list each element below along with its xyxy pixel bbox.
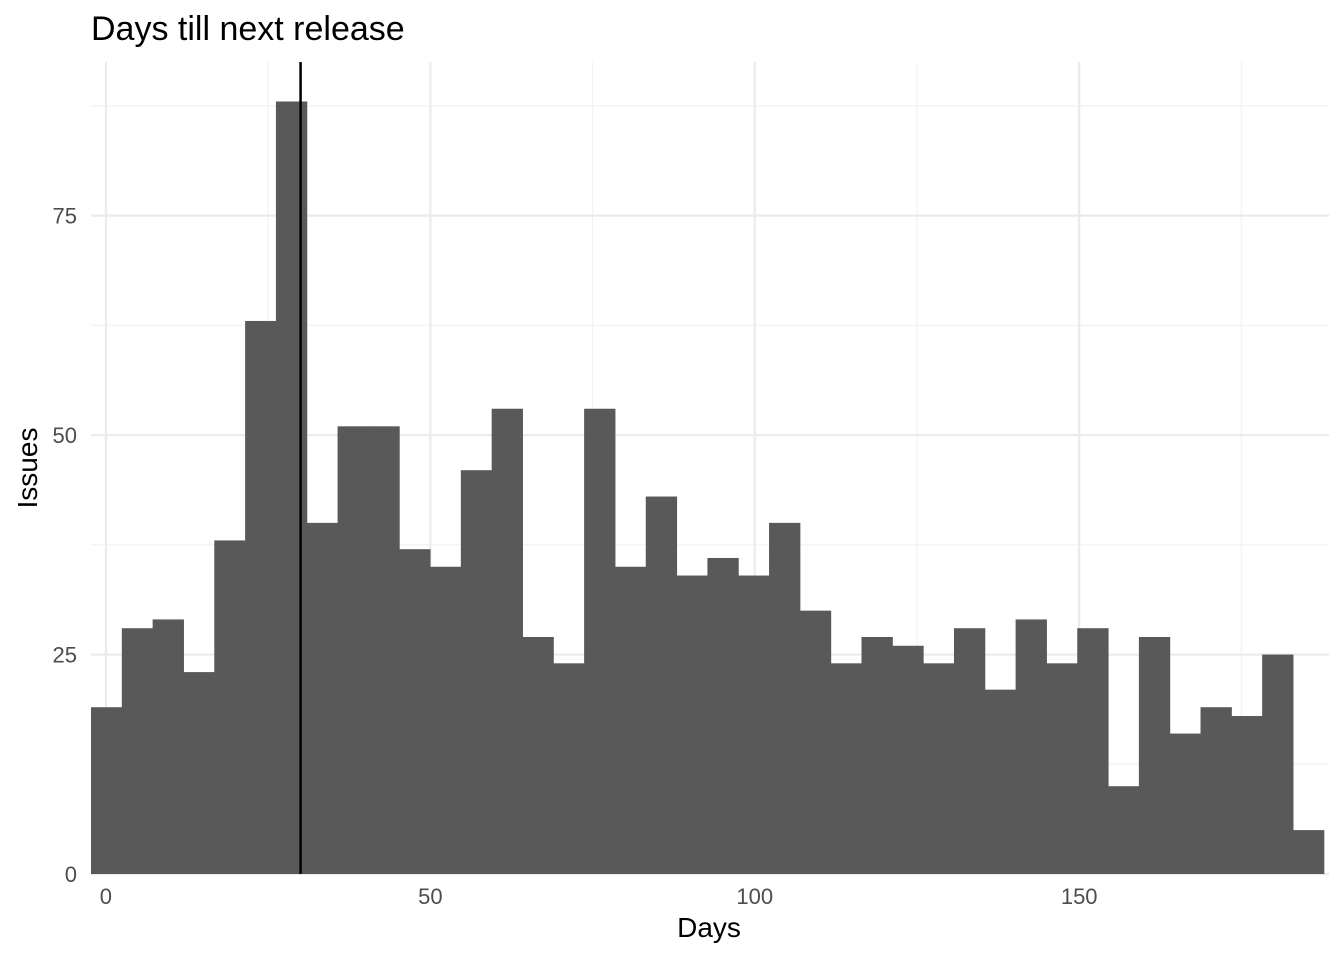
- histogram-bar: [152, 619, 184, 874]
- x-tick-label: 100: [736, 884, 773, 909]
- histogram-bar: [275, 101, 308, 875]
- y-tick-label: 0: [65, 862, 77, 887]
- histogram-bar: [1077, 628, 1109, 874]
- histogram-bar: [584, 408, 616, 874]
- histogram-bar: [984, 689, 1017, 874]
- histogram-bar: [121, 628, 154, 874]
- histogram-bar: [1262, 654, 1294, 874]
- histogram-bar: [1015, 619, 1047, 874]
- histogram-bar: [460, 470, 493, 874]
- histogram-bar: [676, 575, 708, 874]
- y-axis-label: Issues: [12, 428, 43, 509]
- histogram-bar: [861, 636, 893, 874]
- histogram-bar: [1200, 707, 1232, 874]
- histogram-bar: [399, 549, 431, 874]
- histogram-bar: [245, 320, 277, 874]
- histogram-bar: [830, 663, 863, 874]
- histogram-bar: [645, 496, 678, 874]
- y-tick-label: 50: [53, 423, 77, 448]
- chart-title: Days till next release: [91, 10, 405, 48]
- histogram-bar: [1292, 830, 1325, 874]
- histogram-bar: [1231, 715, 1263, 874]
- histogram-bar: [614, 566, 647, 874]
- histogram-bar: [923, 663, 955, 874]
- histogram-bar: [368, 426, 400, 874]
- histogram-bar: [183, 672, 215, 874]
- x-tick-label: 150: [1061, 884, 1098, 909]
- histogram-bar: [738, 575, 770, 874]
- histogram-bar: [769, 522, 801, 874]
- x-axis-label: Days: [677, 912, 741, 943]
- y-tick-labels: 0 25 50 75: [53, 204, 77, 887]
- histogram-bar: [214, 540, 246, 874]
- histogram-bar: [892, 645, 924, 874]
- x-tick-label: 50: [418, 884, 442, 909]
- x-tick-label: 0: [100, 884, 112, 909]
- histogram-bar: [1046, 663, 1078, 874]
- histogram-bar: [1108, 786, 1140, 874]
- x-tick-labels: 0 50 100 150: [100, 884, 1098, 909]
- histogram-bar: [953, 628, 986, 874]
- y-tick-label: 75: [53, 204, 77, 229]
- histogram-bar: [707, 557, 739, 874]
- histogram-bar: [522, 636, 554, 874]
- histogram-bar: [306, 522, 339, 874]
- histogram-bar: [553, 663, 585, 874]
- histogram-bar: [1138, 636, 1171, 874]
- y-tick-label: 25: [53, 643, 77, 668]
- histogram-bar: [337, 426, 369, 874]
- histogram-bar: [491, 408, 523, 874]
- histogram-bar: [1169, 733, 1202, 874]
- histogram-bar: [91, 707, 123, 874]
- histogram-bar: [430, 566, 462, 874]
- histogram-bar: [799, 610, 832, 874]
- histogram-bars: [91, 101, 1325, 875]
